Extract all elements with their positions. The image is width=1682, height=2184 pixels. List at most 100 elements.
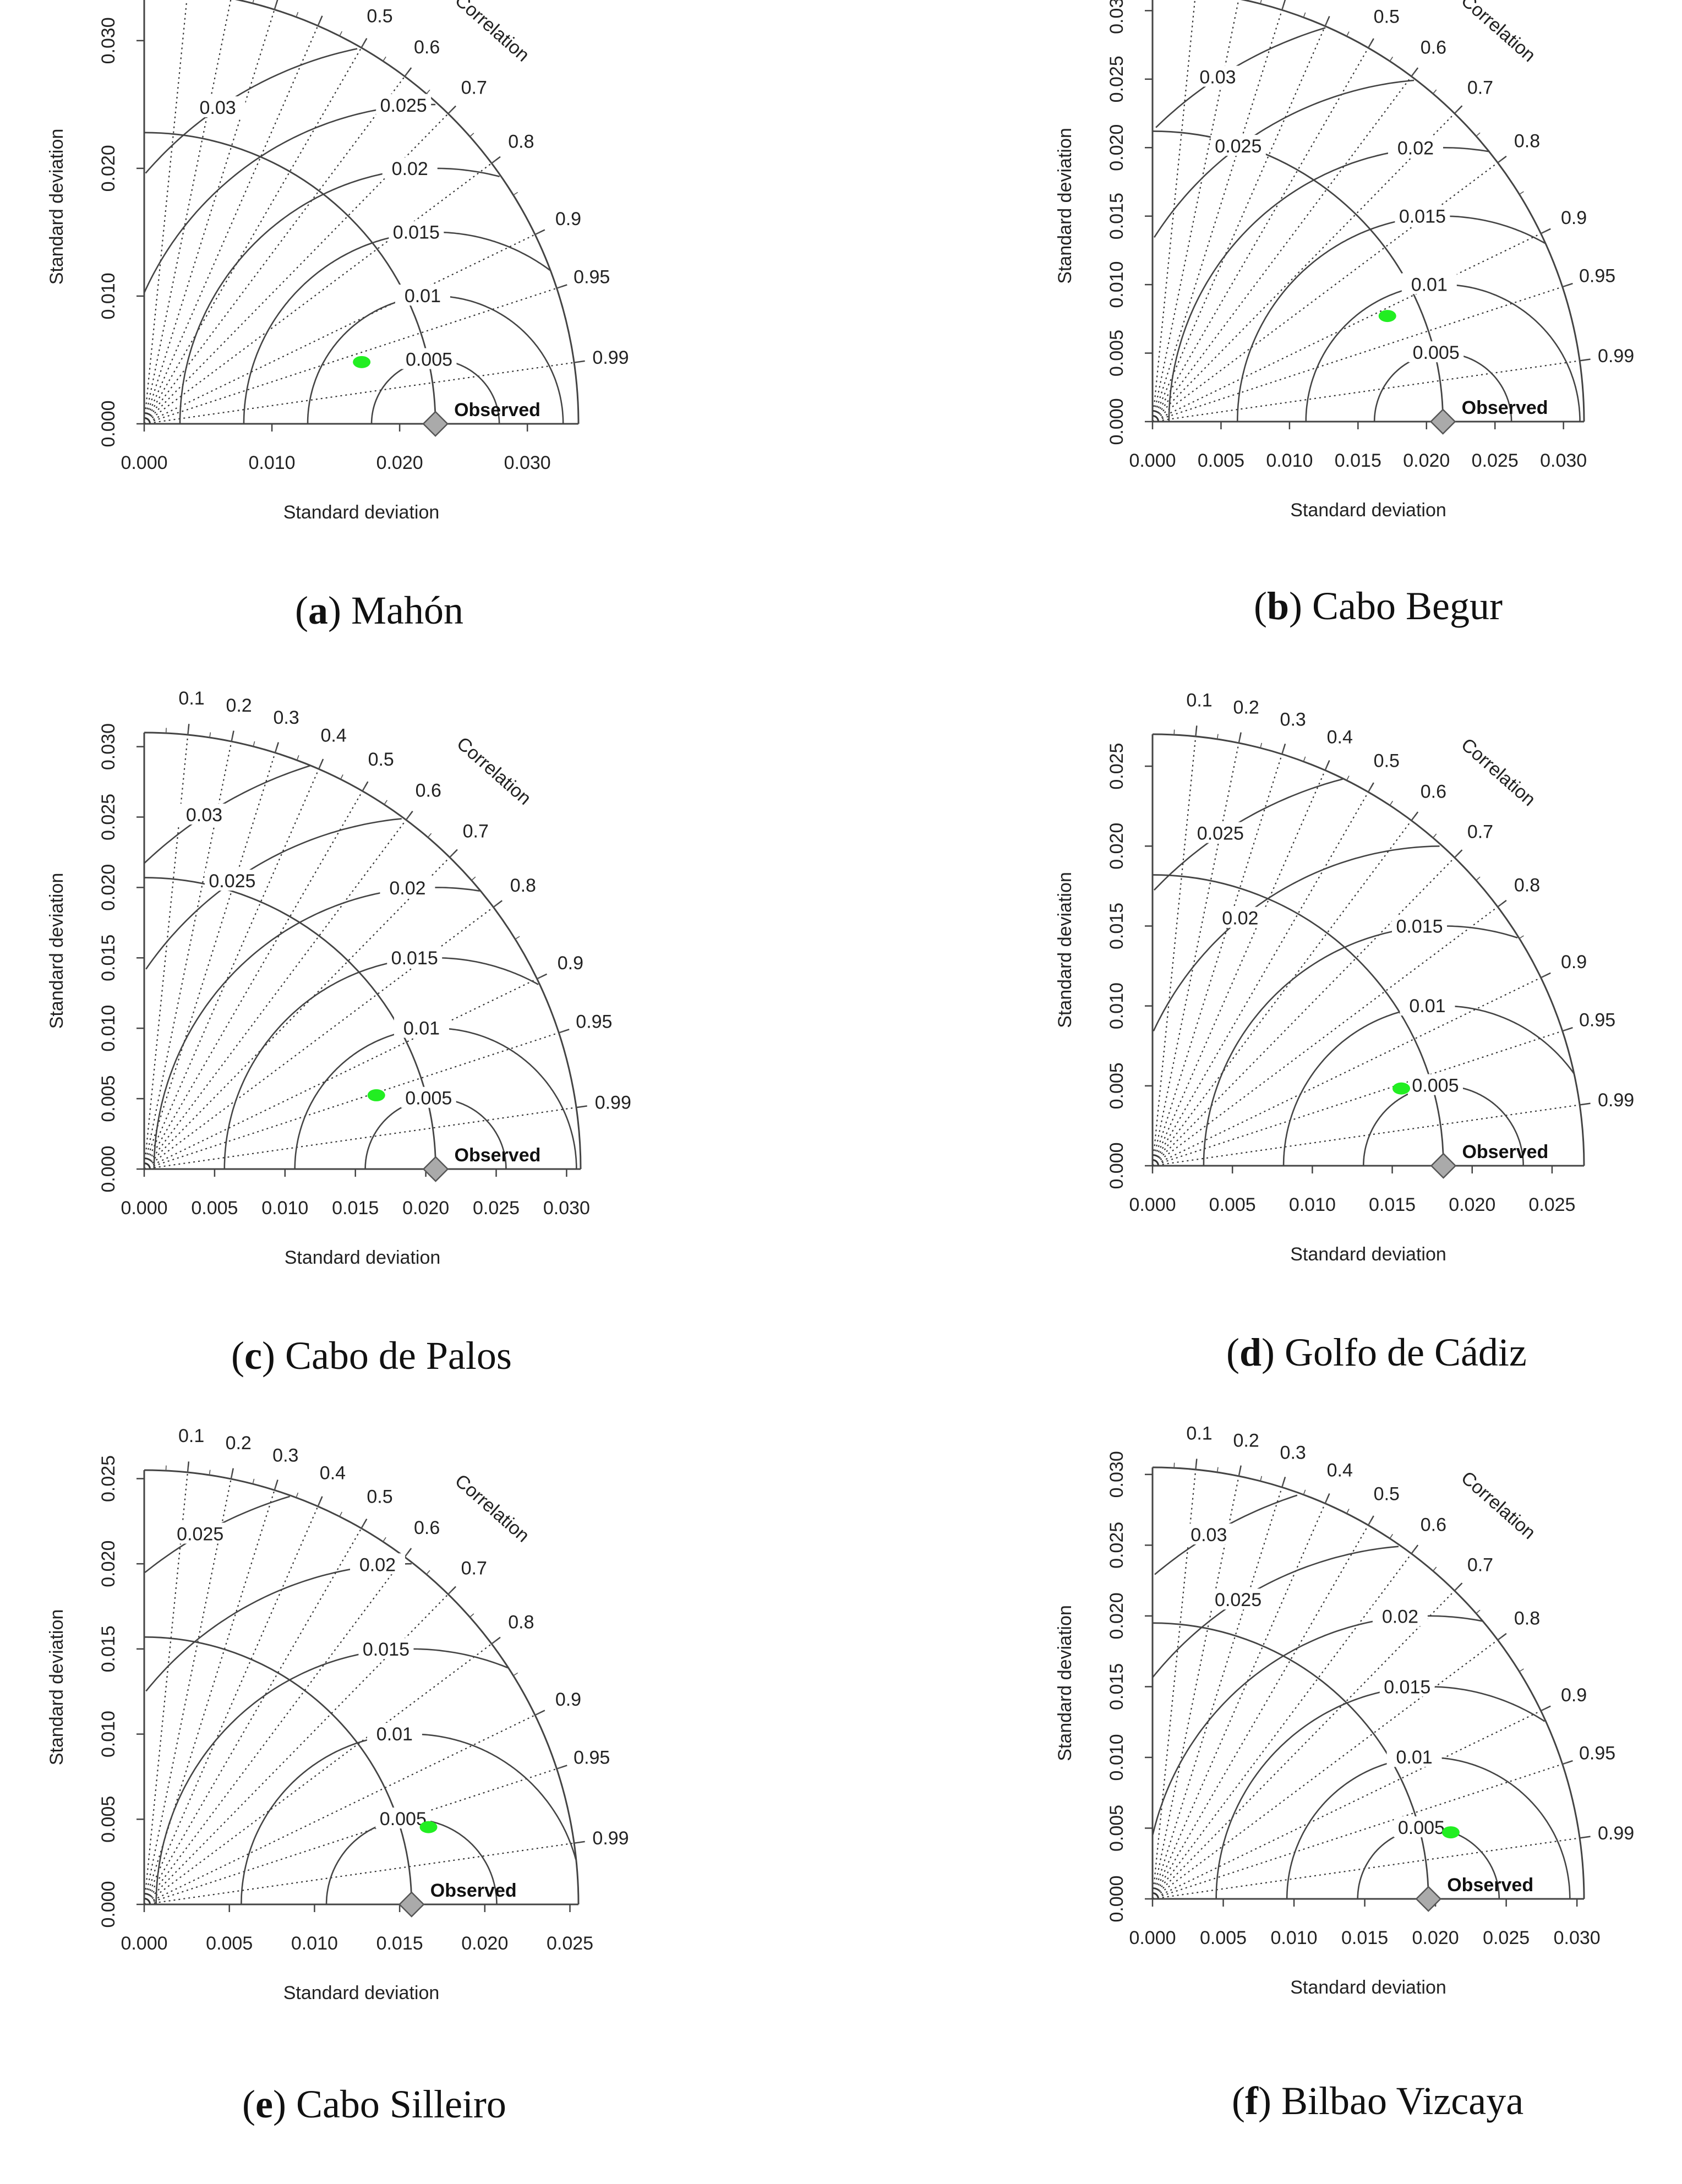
x-tick-label: 0.010 bbox=[261, 1198, 308, 1219]
x-axis-title: Standard deviation bbox=[1290, 1977, 1446, 1998]
rms-contour bbox=[145, 48, 358, 174]
correlation-line bbox=[144, 1768, 557, 1905]
correlation-minor-tick bbox=[449, 853, 454, 858]
correlation-tick-label: 0.9 bbox=[1561, 1685, 1587, 1706]
outer-arc bbox=[1152, 1466, 1585, 1899]
x-tick-label: 0.010 bbox=[1289, 1194, 1336, 1215]
correlation-tick-label: 0.4 bbox=[1327, 0, 1353, 3]
rms-label-bg bbox=[1395, 205, 1450, 226]
y-axis-title: Standard deviation bbox=[1055, 872, 1075, 1028]
correlation-line bbox=[144, 47, 362, 424]
y-tick-label: 0.005 bbox=[98, 1796, 119, 1843]
correlation-minor-tick bbox=[209, 1470, 211, 1476]
rms-label-bg bbox=[358, 1638, 414, 1659]
caption-name: Bilbao Vizcaya bbox=[1281, 2079, 1524, 2123]
x-tick-label: 0.015 bbox=[376, 1933, 423, 1954]
correlation-line bbox=[144, 1643, 492, 1905]
correlation-tick-label: 0.2 bbox=[1233, 1430, 1259, 1451]
correlation-tick-label: 0.6 bbox=[1421, 1514, 1446, 1535]
rms-contour bbox=[1237, 215, 1546, 422]
correlation-minor-tick bbox=[469, 133, 474, 137]
caption-letter: b bbox=[1266, 584, 1290, 628]
correlation-minor-tick bbox=[1454, 1586, 1459, 1591]
x-tick-label: 0.025 bbox=[473, 1198, 520, 1219]
rms-contour bbox=[143, 103, 436, 293]
correlation-tick-label: 0.99 bbox=[1598, 1823, 1634, 1844]
correlation-minor-tick bbox=[1541, 1708, 1546, 1711]
correlation-minor-tick bbox=[534, 232, 540, 235]
correlation-tick-label: 0.1 bbox=[1186, 690, 1212, 711]
caption-name: Mahón bbox=[351, 588, 463, 632]
correlation-minor-tick bbox=[361, 43, 364, 48]
observed-sd-arc bbox=[144, 877, 436, 1170]
correlation-line bbox=[143, 0, 232, 424]
correlation-tick bbox=[1579, 1836, 1591, 1839]
correlation-tick-label: 0.8 bbox=[1514, 1608, 1540, 1629]
correlation-minor-tick bbox=[447, 1590, 452, 1595]
correlation-line bbox=[144, 1107, 577, 1170]
correlation-minor-tick bbox=[296, 1492, 299, 1498]
y-axis-title: Standard deviation bbox=[1055, 128, 1075, 284]
correlation-minor-tick bbox=[1454, 109, 1459, 114]
x-tick-label: 0.020 bbox=[402, 1198, 449, 1219]
rms-contour-label: 0.02 bbox=[392, 159, 428, 179]
correlation-minor-tick bbox=[383, 1537, 386, 1542]
correlation-minor-tick bbox=[1389, 1533, 1394, 1539]
correlation-minor-tick bbox=[469, 1613, 474, 1618]
correlation-line bbox=[143, 1490, 275, 1905]
correlation-line bbox=[143, 0, 188, 424]
observed-marker bbox=[1415, 1886, 1442, 1912]
panel-f: 0.000 0.000 0.005 0.005 0.010 0.010 0.015 0.015… bbox=[841, 1423, 1682, 2184]
correlation-tick-label: 0.95 bbox=[576, 1011, 612, 1032]
x-tick-label: 0.020 bbox=[1449, 1194, 1495, 1215]
rms-contour-label: 0.03 bbox=[1190, 1525, 1227, 1546]
rms-contour-label: 0.025 bbox=[209, 871, 255, 892]
rms-contour-label: 0.02 bbox=[1397, 138, 1434, 159]
correlation-minor-tick bbox=[1216, 734, 1219, 739]
correlation-line bbox=[144, 978, 538, 1170]
rms-contour-label: 0.01 bbox=[405, 286, 441, 307]
rms-contour-label: 0.02 bbox=[1382, 1606, 1418, 1627]
correlation-title: Correlation bbox=[1457, 0, 1539, 66]
rms-contour-label: 0.005 bbox=[406, 350, 452, 370]
correlation-tick-label: 0.99 bbox=[595, 1093, 631, 1113]
y-tick-label: 0.005 bbox=[98, 1075, 119, 1122]
caption-letter: a bbox=[308, 588, 328, 632]
correlation-minor-tick bbox=[1497, 159, 1503, 163]
rms-contour bbox=[155, 1648, 509, 1904]
y-axis-title: Standard deviation bbox=[46, 873, 67, 1029]
correlation-tick-label: 0.3 bbox=[1280, 1443, 1306, 1464]
correlation-line bbox=[143, 768, 320, 1170]
y-axis-title: Standard deviation bbox=[1055, 1605, 1075, 1761]
rms-contour bbox=[145, 818, 402, 970]
x-axis-title: Standard deviation bbox=[283, 1983, 440, 2003]
caption-f: (f) Bilbao Vizcaya bbox=[1232, 2079, 1524, 2123]
model-point bbox=[419, 1821, 438, 1833]
correlation-line bbox=[143, 1478, 232, 1905]
y-tick-label: 0.020 bbox=[98, 864, 119, 911]
panel-e: 0.000 0.000 0.005 0.005 0.010 0.010 0.015 0.015… bbox=[0, 1426, 841, 2184]
observed-label: Observed bbox=[454, 400, 540, 421]
rms-contour-label: 0.02 bbox=[1222, 908, 1258, 929]
correlation-minor-tick bbox=[1368, 787, 1372, 793]
correlation-minor-tick bbox=[427, 833, 432, 838]
y-tick-label: 0.005 bbox=[1106, 1805, 1127, 1852]
observed-marker bbox=[1430, 1153, 1457, 1179]
rms-contour bbox=[1282, 1005, 1575, 1166]
y-tick-label: 0.025 bbox=[1106, 743, 1127, 790]
correlation-line bbox=[144, 819, 407, 1170]
observed-label: Observed bbox=[455, 1145, 541, 1166]
rms-contour-label: 0.005 bbox=[380, 1809, 427, 1830]
correlation-line bbox=[144, 790, 363, 1170]
correlation-minor-tick bbox=[252, 0, 254, 4]
rms-contour bbox=[1152, 1546, 1399, 1678]
x-tick-label: 0.015 bbox=[1369, 1194, 1416, 1215]
correlation-minor-tick bbox=[1562, 285, 1568, 287]
correlation-minor-tick bbox=[362, 786, 365, 791]
correlation-tick-label: 0.4 bbox=[320, 0, 346, 3]
correlation-tick-label: 0.6 bbox=[1421, 781, 1446, 802]
correlation-line bbox=[1151, 742, 1239, 1166]
x-tick-label: 0.000 bbox=[1129, 1928, 1176, 1948]
correlation-minor-tick bbox=[275, 747, 277, 753]
